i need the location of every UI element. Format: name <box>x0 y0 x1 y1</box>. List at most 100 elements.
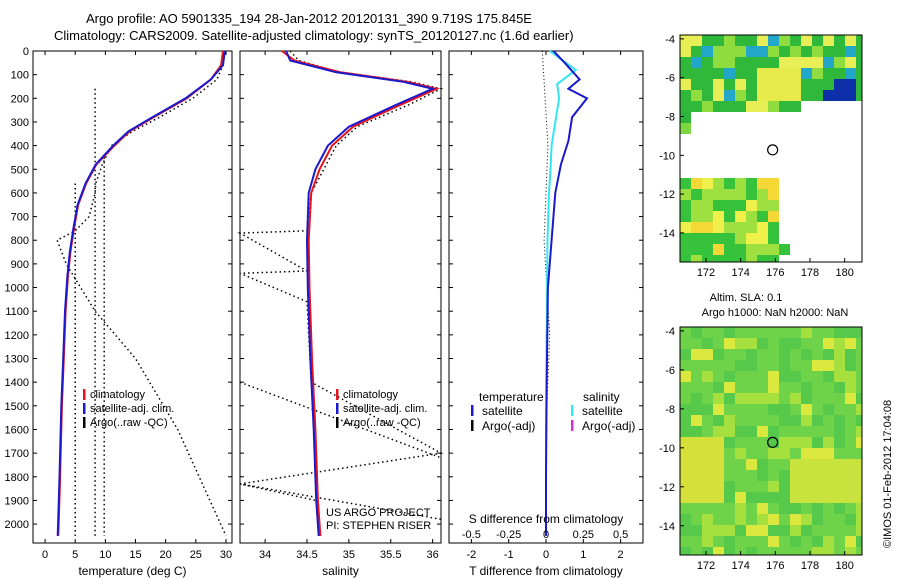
sla-map-cell <box>757 536 768 547</box>
sst-map-ytick-label: -4 <box>665 34 675 46</box>
sst-map-cell <box>746 189 757 200</box>
sla-map-cell <box>801 349 812 360</box>
sla-map-cell <box>713 360 724 371</box>
sla-map-cell <box>702 514 713 525</box>
sst-map-cell <box>746 222 757 233</box>
sst-map-cell <box>768 90 779 101</box>
sla-map-cell <box>735 327 746 338</box>
sla-map-cell <box>713 415 724 426</box>
sla-map-cell <box>845 349 856 360</box>
depth-tick-label: 1500 <box>5 401 29 413</box>
sla-map-cell <box>735 349 746 360</box>
sla-map-cell <box>724 437 735 448</box>
sst-map-cell <box>757 200 768 211</box>
sst-map-cell <box>713 200 724 211</box>
sst-map-cell <box>801 35 812 46</box>
sst-map-cell <box>691 79 702 90</box>
sla-map-cell <box>823 426 834 437</box>
sla-map-cell <box>735 536 746 547</box>
sst-map-cell <box>823 90 834 101</box>
sla-map-cell <box>746 415 757 426</box>
sst-map-cell <box>801 68 812 79</box>
sst-map-cell <box>746 57 757 68</box>
sla-map-cell <box>702 503 713 514</box>
sla-map-cell <box>845 459 856 470</box>
sst-map-cell <box>724 189 735 200</box>
sla-map-cell <box>724 547 735 555</box>
sla-map-cell <box>702 349 713 360</box>
sst-map-cell <box>724 101 735 112</box>
temperature-legend-swatch <box>83 417 86 428</box>
sla-map-cell <box>812 503 823 514</box>
sla-map-cell <box>757 503 768 514</box>
sst-map-cell <box>768 222 779 233</box>
sst-map-cell <box>768 35 779 46</box>
sst-map-cell <box>713 233 724 244</box>
sla-map-cell <box>691 327 702 338</box>
sst-map-cell <box>713 222 724 233</box>
sst-map-cell <box>790 68 801 79</box>
sla-map-cell <box>823 536 834 547</box>
figure-canvas: 0100200300400500600700800900100011001200… <box>0 0 900 580</box>
sla-map-cell <box>801 327 812 338</box>
sla-map-cell <box>757 415 768 426</box>
sla-map-cell <box>812 492 823 503</box>
sla-map-cell <box>823 415 834 426</box>
sst-map-cell <box>691 178 702 189</box>
sst-map-cell <box>801 46 812 57</box>
sla-map-cell <box>790 459 801 470</box>
sst-map-cell <box>702 255 713 262</box>
sla-map-cell <box>845 393 856 404</box>
sla-map-cell <box>713 349 724 360</box>
sla-map-cell <box>713 437 724 448</box>
sla-map-cell <box>790 360 801 371</box>
salinity-argo-line <box>240 51 441 500</box>
sst-map-cell <box>779 57 790 68</box>
sla-map-cell <box>724 327 735 338</box>
salinity-legend-swatch <box>336 389 339 400</box>
sst-map-cell <box>680 46 691 57</box>
sla-map-cell <box>823 338 834 349</box>
sst-map-cell <box>680 178 691 189</box>
sla-map-cell <box>691 503 702 514</box>
sla-map-cell <box>702 393 713 404</box>
sla-map-cell <box>823 382 834 393</box>
sst-map-cell <box>691 35 702 46</box>
sst-map-cell <box>691 189 702 200</box>
sla-map-cell <box>768 349 779 360</box>
sla-map-cell <box>746 503 757 514</box>
depth-tick-label: 500 <box>11 164 29 176</box>
sst-map-cell <box>757 222 768 233</box>
sla-map-cell <box>680 514 691 525</box>
sla-map-cell <box>713 404 724 415</box>
sst-map-cell <box>702 46 713 57</box>
salinity-xtick-label: 35 <box>343 549 355 561</box>
sla-map-cell <box>812 426 823 437</box>
temperature-xtick-label: 20 <box>160 549 172 561</box>
difference-xtick-label: -2 <box>466 549 476 561</box>
sla-map-cell <box>757 437 768 448</box>
sla-map-cell <box>856 437 862 448</box>
sst-map-cell <box>746 200 757 211</box>
sla-map-cell <box>834 371 845 382</box>
sla-map-cell <box>779 404 790 415</box>
sst-map-cell <box>757 244 768 255</box>
sla-map-cell <box>812 338 823 349</box>
sla-map-cell <box>790 470 801 481</box>
sla-map-cell <box>680 393 691 404</box>
temperature-legend-item: climatology <box>90 389 146 401</box>
sla-map-cell <box>768 547 779 555</box>
sla-map-cell <box>680 327 691 338</box>
sst-map-cell <box>834 57 845 68</box>
sla-map-cell <box>779 525 790 536</box>
sla-map-cell <box>834 547 845 555</box>
sla-map-cell <box>713 448 724 459</box>
sla-map-cell <box>801 382 812 393</box>
sla-map-cell <box>790 481 801 492</box>
sst-map-cell <box>724 222 735 233</box>
sst-map-cell <box>735 178 746 189</box>
sla-map-cell <box>823 547 834 555</box>
sst-map-cell <box>790 35 801 46</box>
sst-map-cell <box>713 46 724 57</box>
sla-map-cell <box>735 481 746 492</box>
